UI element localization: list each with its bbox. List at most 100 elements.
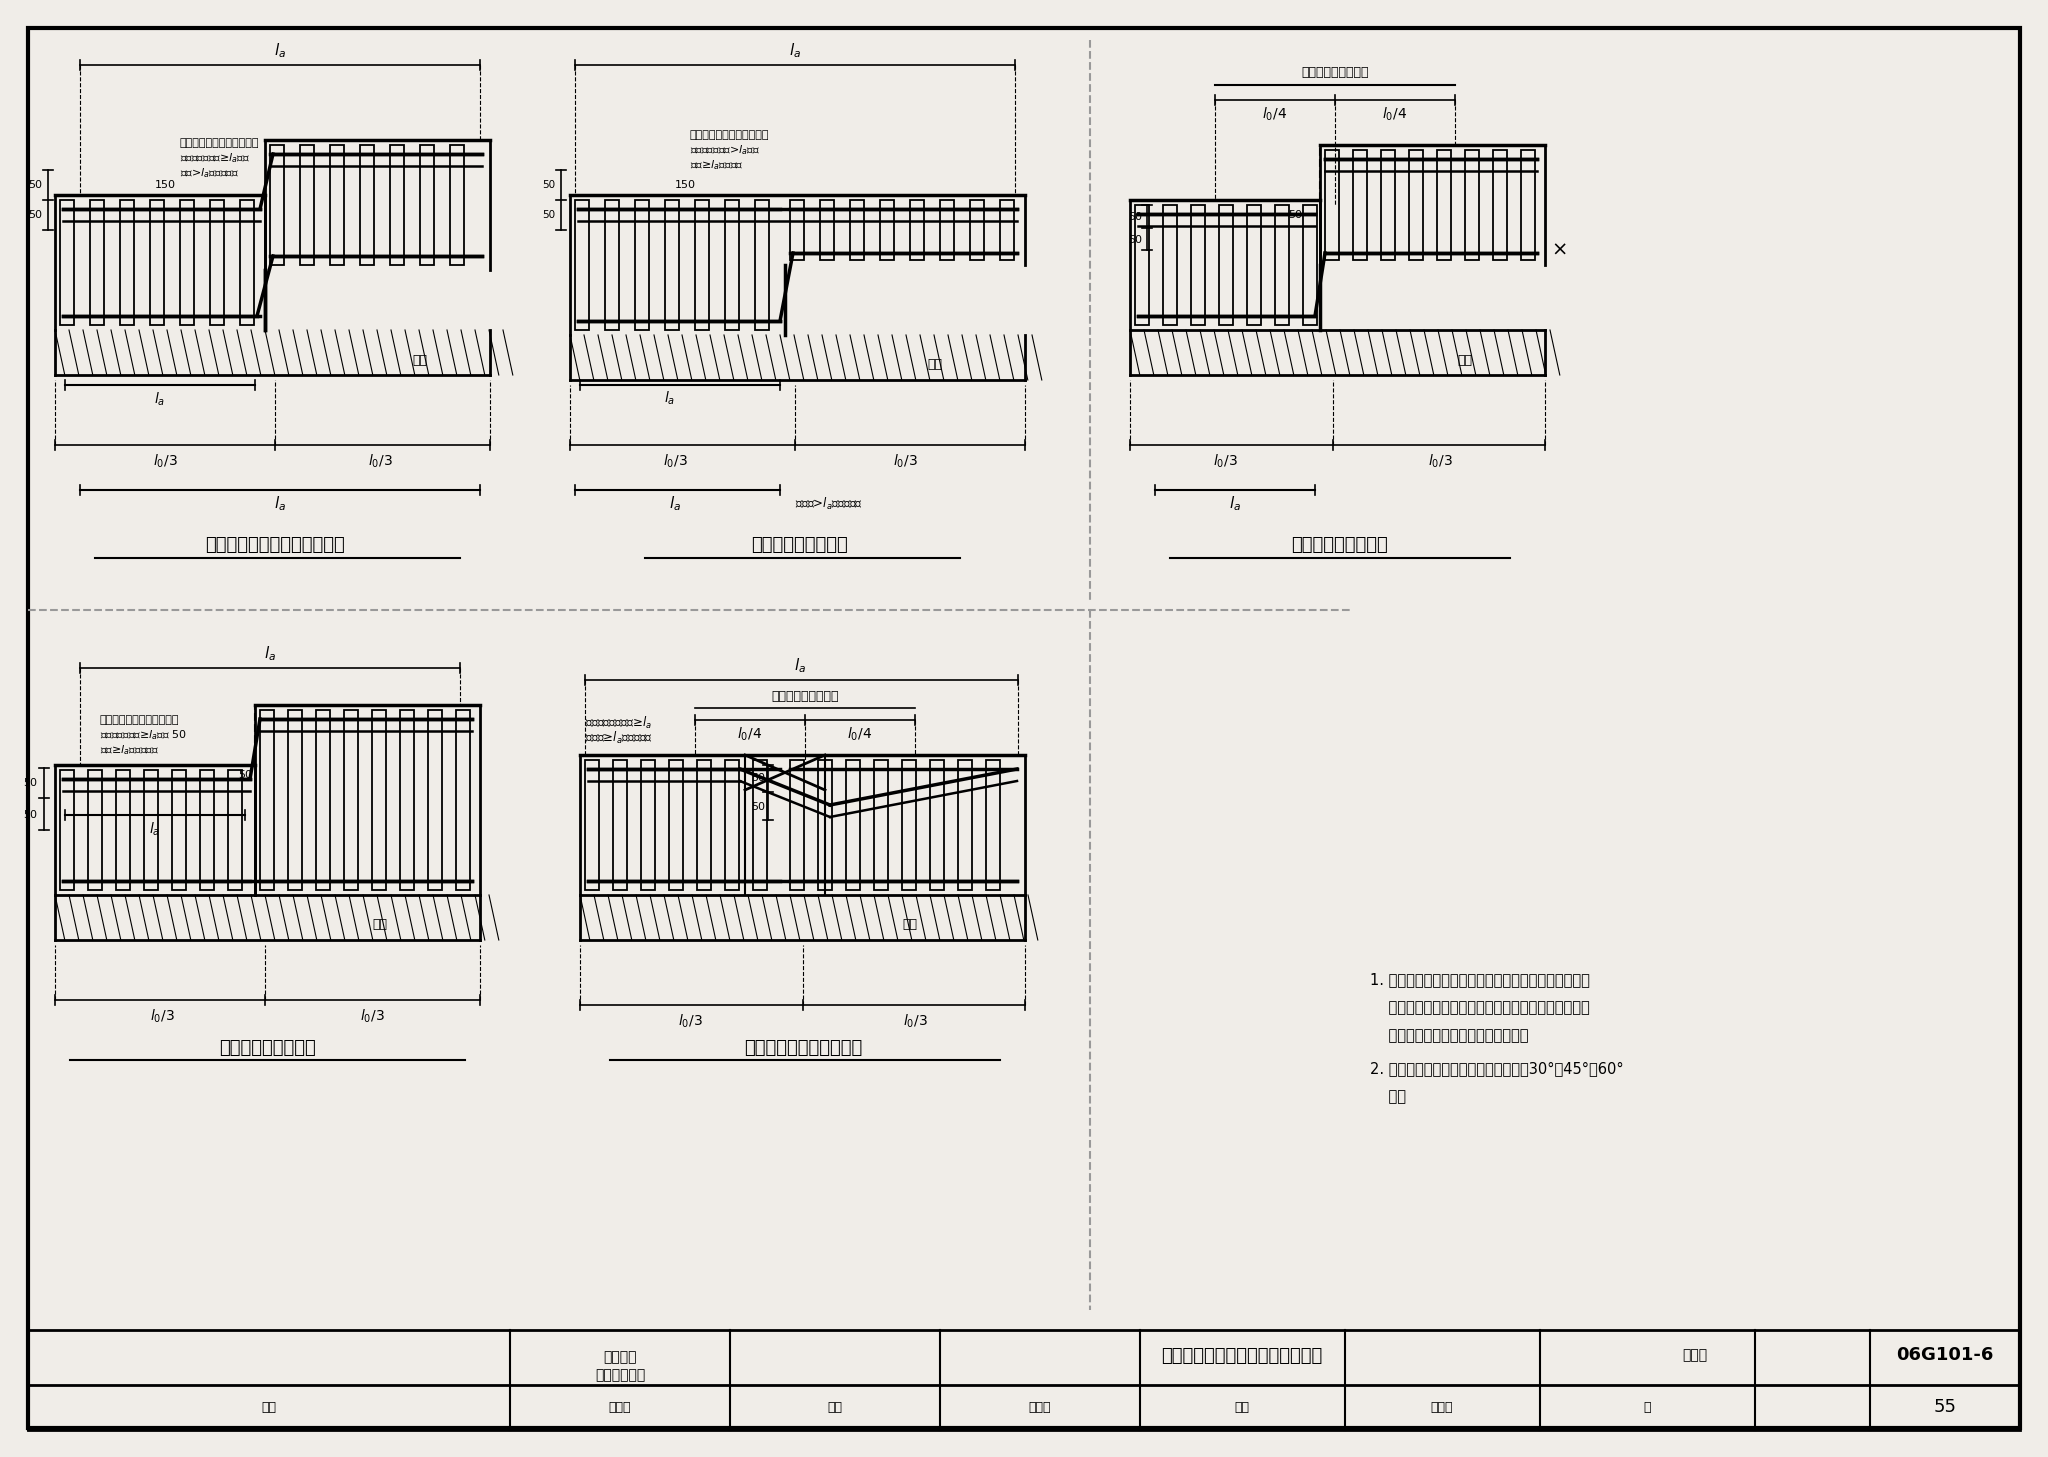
Bar bbox=[909, 200, 924, 259]
Polygon shape bbox=[55, 195, 264, 329]
Bar bbox=[420, 146, 434, 265]
Text: 顶部贯通纵筋连接区: 顶部贯通纵筋连接区 bbox=[1300, 66, 1368, 79]
Bar bbox=[670, 761, 682, 890]
Bar bbox=[260, 710, 274, 890]
Text: $l_0/3$: $l_0/3$ bbox=[154, 452, 178, 469]
Text: $l_0/3$: $l_0/3$ bbox=[150, 1007, 174, 1024]
Text: 设计: 设计 bbox=[1235, 1402, 1249, 1413]
Text: 垫层: 垫层 bbox=[928, 358, 942, 372]
Text: $l_a$: $l_a$ bbox=[788, 42, 801, 60]
Bar bbox=[1247, 205, 1262, 325]
Polygon shape bbox=[569, 335, 1024, 380]
Bar bbox=[725, 200, 739, 329]
Text: 50: 50 bbox=[752, 801, 766, 812]
Bar bbox=[586, 761, 598, 890]
Polygon shape bbox=[55, 765, 256, 895]
Text: 50: 50 bbox=[23, 778, 37, 788]
Bar bbox=[791, 761, 805, 890]
Text: 50: 50 bbox=[29, 181, 43, 189]
Bar bbox=[121, 200, 133, 325]
Text: 方式，应提供相应改动的变更说明。: 方式，应提供相应改动的变更说明。 bbox=[1370, 1029, 1528, 1043]
Bar bbox=[211, 200, 223, 325]
Polygon shape bbox=[784, 755, 1024, 895]
Text: $l_0/3$: $l_0/3$ bbox=[903, 1013, 928, 1030]
Text: 50: 50 bbox=[543, 210, 555, 220]
Text: 审核: 审核 bbox=[262, 1402, 276, 1413]
Bar bbox=[1522, 150, 1536, 259]
Text: 页: 页 bbox=[1642, 1402, 1651, 1413]
Text: 2. 梁底高差坡度根据场地实际情况可取30°、45°或60°: 2. 梁底高差坡度根据场地实际情况可取30°、45°或60° bbox=[1370, 1062, 1624, 1077]
Text: 150: 150 bbox=[154, 181, 176, 189]
Text: 垫层: 垫层 bbox=[1458, 354, 1473, 367]
Text: 图集号: 图集号 bbox=[1683, 1349, 1708, 1362]
Polygon shape bbox=[55, 895, 479, 940]
Text: $l_0/4$: $l_0/4$ bbox=[1262, 105, 1288, 122]
Polygon shape bbox=[580, 755, 784, 895]
Bar bbox=[901, 761, 915, 890]
Text: 直锚>$l_a$时可不弯钩: 直锚>$l_a$时可不弯钩 bbox=[180, 166, 240, 179]
Bar bbox=[850, 200, 864, 259]
Text: $l_a$: $l_a$ bbox=[1229, 494, 1241, 513]
Text: $l_0/3$: $l_0/3$ bbox=[664, 452, 688, 469]
Text: $l_0/4$: $l_0/4$ bbox=[848, 726, 872, 743]
Bar bbox=[88, 769, 102, 890]
Polygon shape bbox=[1130, 329, 1544, 374]
Text: 直锚≥$l_a$时不弯钩: 直锚≥$l_a$时不弯钩 bbox=[690, 159, 743, 172]
Text: 50: 50 bbox=[23, 810, 37, 820]
Text: $l_0/4$: $l_0/4$ bbox=[737, 726, 762, 743]
Text: $l_0/3$: $l_0/3$ bbox=[360, 1007, 385, 1024]
Bar bbox=[725, 761, 739, 890]
Text: 顶部第二排箍筋停至尾端钢: 顶部第二排箍筋停至尾端钢 bbox=[180, 138, 260, 149]
Text: 50: 50 bbox=[29, 210, 43, 220]
Bar bbox=[172, 769, 186, 890]
Text: 50: 50 bbox=[238, 769, 252, 779]
Bar bbox=[143, 769, 158, 890]
Text: $l_0/3$: $l_0/3$ bbox=[893, 452, 918, 469]
Bar bbox=[399, 710, 414, 890]
Text: 标准构造详图: 标准构造详图 bbox=[594, 1368, 645, 1383]
Text: 06G101-6: 06G101-6 bbox=[1896, 1346, 1993, 1365]
Bar bbox=[635, 200, 649, 329]
Text: $l_0/3$: $l_0/3$ bbox=[367, 452, 393, 469]
Text: $l_0/3$: $l_0/3$ bbox=[678, 1013, 702, 1030]
Bar bbox=[791, 200, 805, 259]
Text: 陈幼璠: 陈幼璠 bbox=[608, 1402, 631, 1413]
Bar bbox=[360, 146, 375, 265]
Polygon shape bbox=[264, 140, 489, 270]
Bar bbox=[930, 761, 944, 890]
Bar bbox=[999, 200, 1014, 259]
Bar bbox=[958, 761, 973, 890]
Text: 当直锚≥$l_a$时可不弯钩: 当直锚≥$l_a$时可不弯钩 bbox=[586, 730, 653, 746]
Bar bbox=[971, 200, 983, 259]
Text: $l_a$: $l_a$ bbox=[264, 644, 276, 663]
Polygon shape bbox=[1321, 146, 1544, 265]
Text: 直锚≥$l_a$时可不弯钩: 直锚≥$l_a$时可不弯钩 bbox=[100, 743, 160, 756]
Text: 垫层: 垫层 bbox=[373, 918, 387, 931]
Bar bbox=[694, 200, 709, 329]
Text: 基础梁梁底不平和变截面钢筋构造: 基础梁梁底不平和变截面钢筋构造 bbox=[1161, 1346, 1323, 1365]
Bar bbox=[1325, 150, 1339, 259]
Polygon shape bbox=[256, 705, 479, 895]
Bar bbox=[315, 710, 330, 890]
Text: $l_a$: $l_a$ bbox=[670, 494, 682, 513]
Bar bbox=[59, 200, 74, 325]
Bar bbox=[1219, 205, 1233, 325]
Bar bbox=[451, 146, 465, 265]
Bar bbox=[819, 200, 834, 259]
Text: 梁底有高差钢筋构造: 梁底有高差钢筋构造 bbox=[752, 536, 848, 554]
Text: $l_a$: $l_a$ bbox=[274, 42, 287, 60]
Text: 顶部第二排箍筋停至尾端钢: 顶部第二排箍筋停至尾端钢 bbox=[690, 130, 770, 140]
Text: 垫层: 垫层 bbox=[412, 354, 428, 367]
Text: 校对: 校对 bbox=[827, 1402, 842, 1413]
Text: 筋内侧，总锚长>$l_a$；当: 筋内侧，总锚长>$l_a$；当 bbox=[690, 143, 760, 157]
Text: 55: 55 bbox=[1933, 1399, 1956, 1416]
Bar bbox=[150, 200, 164, 325]
Bar bbox=[373, 710, 385, 890]
Bar bbox=[696, 761, 711, 890]
Text: $l_0/3$: $l_0/3$ bbox=[1427, 452, 1452, 469]
Bar bbox=[90, 200, 104, 325]
Text: $l_0/3$: $l_0/3$ bbox=[1212, 452, 1237, 469]
Text: 梁底有高差钢筋构造: 梁底有高差钢筋构造 bbox=[1292, 536, 1389, 554]
Bar bbox=[270, 146, 285, 265]
Bar bbox=[756, 200, 768, 329]
